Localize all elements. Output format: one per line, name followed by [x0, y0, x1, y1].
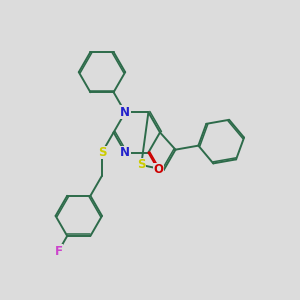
- Text: F: F: [55, 244, 62, 258]
- Text: O: O: [153, 163, 163, 176]
- Text: N: N: [120, 146, 130, 159]
- Text: S: S: [98, 146, 106, 159]
- Text: S: S: [137, 158, 146, 171]
- Text: N: N: [120, 106, 130, 119]
